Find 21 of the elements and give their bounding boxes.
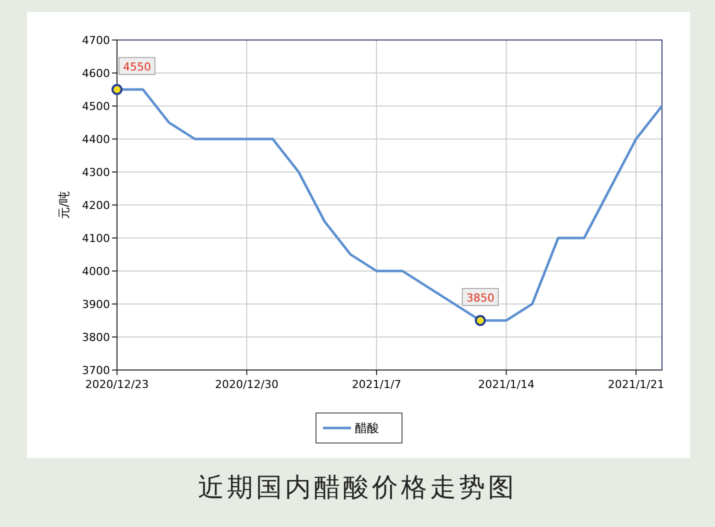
x-tick-label: 2020/12/30 xyxy=(215,378,278,391)
y-tick-label: 3800 xyxy=(82,330,110,344)
data-label: 3850 xyxy=(466,292,494,304)
y-tick-label: 4700 xyxy=(82,34,110,47)
data-label: 4550 xyxy=(123,60,151,74)
y-axis-title: 元/吨 xyxy=(57,190,71,220)
x-tick-label: 2021/1/21 xyxy=(608,378,664,391)
x-tick-label: 2020/12/23 xyxy=(85,378,149,391)
x-tick-label: 2021/1/7 xyxy=(352,378,402,391)
legend-label: 醋酸 xyxy=(355,421,379,436)
y-tick-label: 4500 xyxy=(82,100,110,113)
y-tick-label: 4400 xyxy=(82,132,110,146)
y-tick-label: 4100 xyxy=(82,232,110,245)
y-tick-label: 4000 xyxy=(82,264,110,278)
y-tick-label: 3700 xyxy=(82,364,110,377)
y-tick-label: 3900 xyxy=(82,298,110,311)
text: 近期国内醋酸价格走势图 xyxy=(198,473,517,503)
y-tick-label: 4300 xyxy=(82,166,110,179)
y-tick-label: 4200 xyxy=(82,198,110,212)
y-tick-label: 4600 xyxy=(82,66,110,80)
x-tick-label: 2021/1/14 xyxy=(478,378,534,391)
